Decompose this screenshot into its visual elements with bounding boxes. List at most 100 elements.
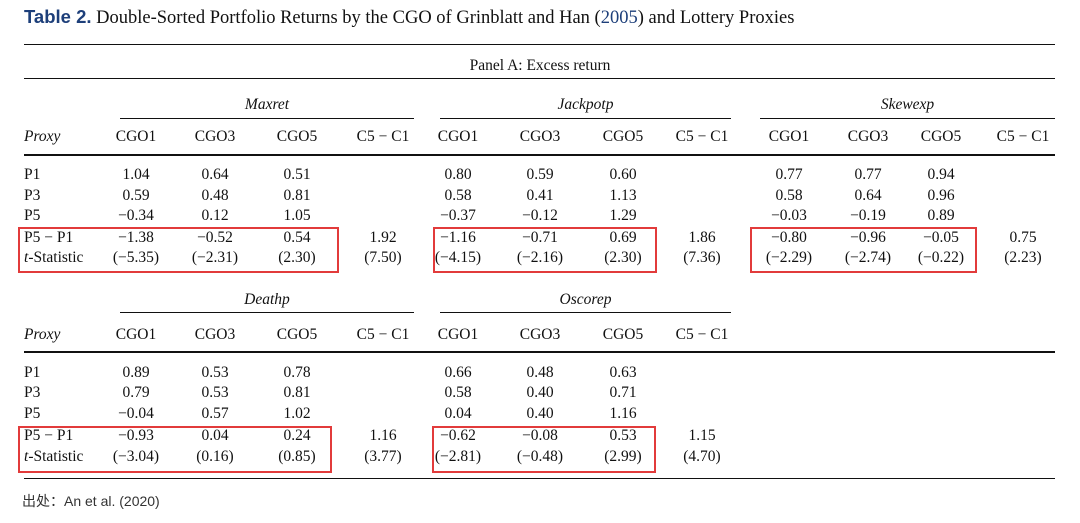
column-header: CGO5: [602, 326, 644, 343]
table-cell: −0.52: [197, 229, 233, 246]
proxy-label: Proxy: [24, 128, 61, 145]
table-cell: 0.59: [122, 187, 150, 204]
group-name: Maxret: [244, 96, 290, 113]
row-label: P1: [24, 166, 40, 184]
table-cell: (−2.31): [191, 249, 239, 266]
table-cell: 0.04: [201, 427, 229, 444]
row-label-text: -Statistic: [28, 448, 84, 465]
table-cell: 0.53: [201, 384, 229, 401]
table-cell: −0.71: [522, 229, 558, 246]
table-cell: 0.69: [609, 229, 637, 246]
caption-ref-year[interactable]: 2005: [600, 8, 638, 28]
table-cell: 0.71: [609, 384, 637, 401]
column-header: CGO5: [276, 128, 318, 145]
column-header: CGO3: [194, 128, 236, 145]
table-cell: −0.19: [850, 207, 886, 224]
table-cell: (−2.81): [434, 448, 482, 465]
table-cell: 0.79: [122, 384, 150, 401]
group-name: Deathp: [244, 291, 290, 308]
table-cell: 0.04: [444, 405, 472, 422]
table-cell: (2.30): [278, 249, 316, 266]
table-cell: (0.85): [278, 448, 316, 465]
table-cell: 0.94: [927, 166, 955, 183]
table-cell: 0.59: [526, 166, 554, 183]
table-cell: (−3.04): [112, 448, 160, 465]
table-cell: 0.53: [201, 364, 229, 381]
table-cell: −0.05: [923, 229, 959, 246]
table-cell: 0.64: [854, 187, 882, 204]
row-label-text: P1: [24, 166, 41, 183]
table-top-rule: [24, 44, 1055, 45]
table-cell: −0.04: [118, 405, 154, 422]
table-cell: 1.15: [688, 427, 716, 444]
column-header: CGO3: [194, 326, 236, 343]
column-header: CGO1: [115, 128, 157, 145]
table-cell: 0.66: [444, 364, 472, 381]
table-cell: 0.60: [609, 166, 637, 183]
table-cell: 0.64: [201, 166, 229, 183]
table-cell: (−0.22): [917, 249, 965, 266]
table-cell: 0.24: [283, 427, 311, 444]
table-cell: 1.29: [609, 207, 637, 224]
table-cell: −1.38: [118, 229, 154, 246]
column-header: C5 − C1: [356, 326, 410, 343]
row-label-text: P5 − P1: [24, 427, 74, 444]
table-cell: −1.16: [440, 229, 476, 246]
header-rule: [24, 154, 1055, 156]
table-cell: 0.58: [444, 187, 472, 204]
table-cell: 0.41: [526, 187, 554, 204]
table-cell: 0.53: [609, 427, 637, 444]
table-cell: 0.51: [283, 166, 311, 183]
table-cell: 0.89: [122, 364, 150, 381]
table-cell: 0.96: [927, 187, 955, 204]
column-header: C5 − C1: [996, 128, 1050, 145]
table-cell: 0.80: [444, 166, 472, 183]
row-label: P5: [24, 405, 40, 423]
group-name: Jackpotp: [557, 96, 614, 113]
row-label-text: P5: [24, 405, 41, 422]
group-underline: [120, 312, 414, 313]
table-cell: 1.13: [609, 187, 637, 204]
group-underline: [120, 118, 414, 119]
group-underline: [440, 312, 731, 313]
table-bottom-rule: [24, 478, 1055, 479]
highlight-box: [750, 227, 977, 273]
row-label: P5: [24, 207, 40, 225]
table-cell: 1.16: [609, 405, 637, 422]
caption-text-before: Double-Sorted Portfolio Returns by the C…: [96, 8, 601, 28]
caption-text-after: ) and Lottery Proxies: [637, 8, 795, 28]
row-label-italic: t: [24, 249, 29, 266]
row-label: P3: [24, 384, 40, 402]
table-cell: 0.40: [526, 405, 554, 422]
table-cell: (−2.16): [516, 249, 564, 266]
table-cell: −0.62: [440, 427, 476, 444]
group-name: Skewexp: [880, 96, 935, 113]
row-label-text: P1: [24, 364, 41, 381]
table-cell: (−5.35): [112, 249, 160, 266]
column-header: CGO3: [847, 128, 889, 145]
table-cell: −0.96: [850, 229, 886, 246]
table-cell: (0.16): [196, 448, 234, 465]
column-header: CGO1: [437, 128, 479, 145]
table-cell: (3.77): [364, 448, 402, 465]
row-label-italic: t: [24, 448, 29, 465]
table-cell: 0.40: [526, 384, 554, 401]
table-cell: (−0.48): [516, 448, 564, 465]
table-number: Table 2.: [24, 6, 92, 27]
column-header: CGO5: [276, 326, 318, 343]
table-cell: 0.54: [283, 229, 311, 246]
table-cell: (2.23): [1004, 249, 1042, 266]
table-cell: 0.63: [609, 364, 637, 381]
table-cell: (7.36): [683, 249, 721, 266]
group-name: Oscorep: [559, 291, 612, 308]
column-header: C5 − C1: [675, 128, 729, 145]
row-label: P1: [24, 364, 40, 382]
table-cell: 0.58: [444, 384, 472, 401]
table-cell: 1.92: [369, 229, 397, 246]
column-header: CGO1: [768, 128, 810, 145]
table-cell: 0.58: [775, 187, 803, 204]
table-cell: (−2.74): [844, 249, 892, 266]
highlight-box: [18, 426, 332, 473]
column-header: CGO3: [519, 128, 561, 145]
table-cell: 0.81: [283, 384, 311, 401]
